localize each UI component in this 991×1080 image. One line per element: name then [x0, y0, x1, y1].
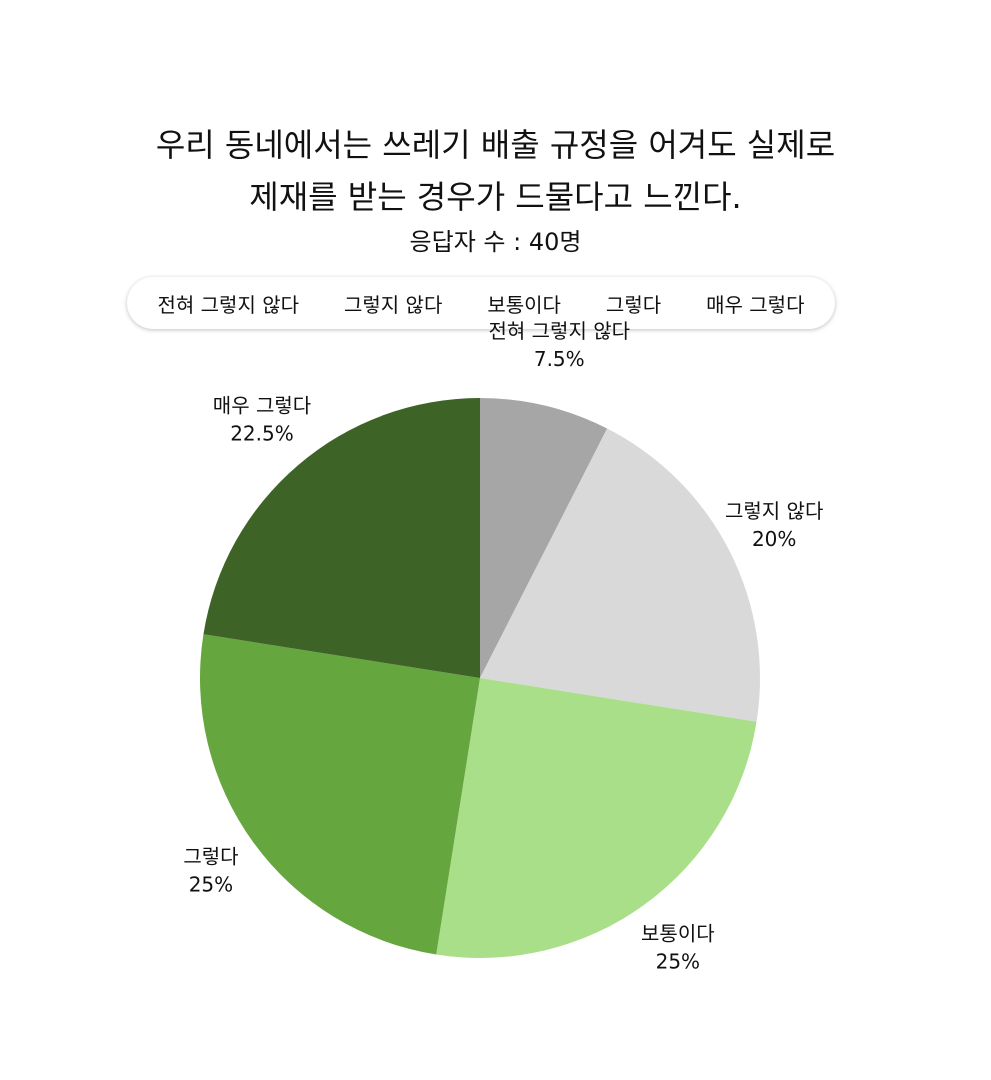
slice-value: 7.5%: [534, 347, 585, 371]
data-label: 그렇지 않다 20%: [725, 499, 823, 551]
slice-name: 보통이다: [641, 921, 715, 945]
chart-subtitle: 응답자 수 : 40명: [409, 228, 582, 256]
slice-value: 22.5%: [230, 422, 294, 446]
legend-item[interactable]: 보통이다: [487, 292, 561, 317]
slice-name: 그렇다: [183, 844, 238, 868]
legend-item[interactable]: 그렇지 않다: [343, 292, 443, 317]
pie-slice: [203, 398, 480, 678]
slice-value: 20%: [752, 527, 796, 551]
chart-title: 제재를 받는 경우가 드물다고 느낀다.: [249, 178, 742, 216]
pie-slice: [480, 428, 760, 722]
pie-slice: [480, 398, 608, 678]
data-label: 그렇다 25%: [183, 844, 238, 896]
legend-item[interactable]: 그렇다: [605, 292, 662, 317]
legend-item[interactable]: 전혀 그렇지 않다: [157, 292, 299, 317]
legend-item[interactable]: 매우 그렇다: [706, 292, 805, 317]
data-label: 보통이다 25%: [641, 921, 715, 973]
chart-title: 우리 동네에서는 쓰레기 배출 규정을 어겨도 실제로: [155, 126, 836, 164]
pie-slice: [199, 634, 480, 955]
slice-value: 25%: [189, 872, 233, 896]
pie-slice: [436, 678, 757, 959]
legend: 전혀 그렇지 않다 그렇지 않다 보통이다 그렇다 매우 그렇다: [127, 277, 835, 329]
slice-name: 전혀 그렇지 않다: [488, 319, 630, 343]
slice-name: 그렇지 않다: [725, 499, 823, 523]
slice-value: 25%: [656, 949, 700, 973]
slice-name: 매우 그렇다: [213, 394, 311, 418]
data-label: 전혀 그렇지 않다 7.5%: [488, 319, 630, 371]
data-label: 매우 그렇다 22.5%: [213, 394, 311, 446]
